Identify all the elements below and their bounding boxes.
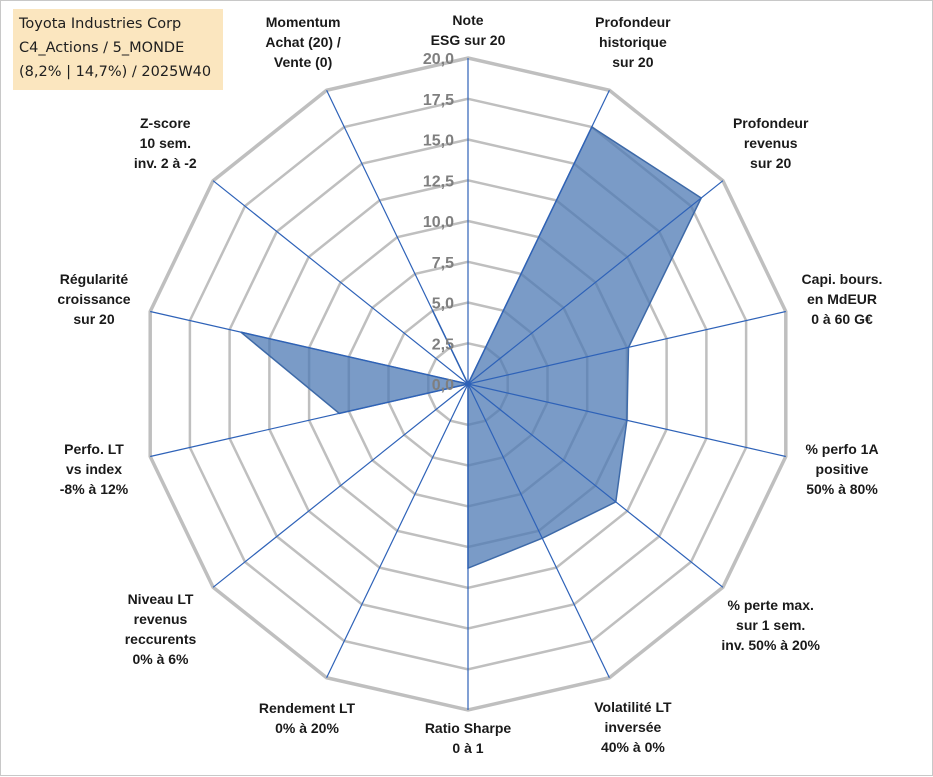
axis-label-line: Ratio Sharpe — [424, 720, 512, 736]
axis-label: Z-score 10 sem. inv. 2 à -2 — [134, 113, 197, 173]
axis-label-line: Achat (20) / — [265, 33, 341, 50]
axis-label-line: Profondeur — [732, 114, 809, 131]
axis-spoke — [326, 383, 469, 678]
axis-spoke — [326, 90, 469, 385]
axis-spoke — [467, 90, 610, 385]
axis-label: Régularité croissance sur 20 — [57, 269, 130, 329]
axis-label-line: en MdEUR — [807, 290, 877, 307]
company-name: Toyota Industries Corp — [19, 16, 182, 32]
axis-label-line: Rendement LT — [258, 700, 356, 717]
axis-label: Ratio Sharpe 0 à 1 — [425, 718, 511, 758]
axis-label: % perfo 1A positive 50% à 80% — [805, 439, 878, 499]
axis-label-line: Note — [452, 12, 484, 28]
tick-label: 15,0 — [423, 133, 454, 150]
axis-label-line: Profondeur — [595, 13, 671, 30]
axis-label: Rendement LT 0% à 20% — [259, 698, 355, 738]
axis-spoke — [150, 383, 469, 458]
axis-label-line: Régularité — [59, 270, 129, 287]
axis-label-line: revenus — [133, 611, 188, 628]
axis-label: Momentum Achat (20) / Vente (0) — [265, 12, 340, 72]
axis-label: Perfo. LT vs index -8% à 12% — [60, 439, 128, 499]
axis-label: Note ESG sur 20 — [431, 10, 506, 50]
axis-label-line: ESG sur 20 — [430, 32, 506, 48]
radar-spokes — [150, 58, 786, 710]
axis-label-line: croissance — [57, 290, 131, 307]
axis-label-line: inv. 2 à -2 — [133, 154, 197, 171]
axis-label-line: Capi. bours. — [801, 270, 883, 287]
tick-label: 5,0 — [432, 296, 454, 313]
tick-label: 17,5 — [423, 92, 454, 109]
axis-label-line: 0% à 6% — [132, 651, 189, 668]
axis-label-line: inv. 50% à 20% — [721, 637, 820, 654]
axis-label: Volatilité LT inversée 40% à 0% — [594, 697, 671, 757]
axis-spoke — [467, 383, 610, 678]
axis-label-line: -8% à 12% — [59, 481, 129, 498]
axis-label-line: 0 à 60 G€ — [811, 310, 873, 327]
axis-label: % perte max. sur 1 sem. inv. 50% à 20% — [721, 595, 820, 655]
axis-label-line: Z-score — [140, 114, 191, 131]
axis-label-line: Vente (0) — [273, 53, 333, 70]
axis-label: Profondeur revenus sur 20 — [733, 113, 808, 173]
axis-label-line: reccurents — [124, 631, 197, 648]
axis-spoke — [467, 383, 724, 588]
info-box: Toyota Industries Corp C4_Actions / 5_MO… — [13, 9, 223, 90]
portfolio-name: C4_Actions / 5_MONDE — [19, 40, 185, 56]
axis-label-line: 40% à 0% — [600, 738, 665, 755]
axis-label-line: 10 sem. — [139, 134, 191, 151]
axis-spoke — [467, 180, 724, 385]
axis-label-line: vs index — [65, 461, 123, 478]
axis-label-line: revenus — [743, 134, 798, 151]
axis-label-line: 50% à 80% — [806, 481, 878, 498]
axis-label-line: Momentum — [265, 13, 341, 30]
axis-label-line: sur 20 — [612, 53, 654, 70]
axis-label-line: positive — [815, 461, 869, 478]
axis-label-line: Perfo. LT — [64, 441, 124, 458]
axis-label-line: sur 1 sem. — [736, 617, 806, 634]
axis-label-line: sur 20 — [73, 310, 115, 327]
axis-label: Capi. bours. en MdEUR 0 à 60 G€ — [802, 269, 883, 329]
radial-ticks: 0,0 2,5 5,0 7,5 10,0 12,5 15,0 17,5 20,0 — [423, 51, 454, 394]
tick-label: 12,5 — [423, 173, 454, 190]
axis-label-line: 0 à 1 — [452, 740, 484, 756]
tick-label: 0,0 — [432, 377, 454, 394]
period-info: (8,2% | 14,7%) / 2025W40 — [19, 64, 212, 80]
axis-label-line: inversée — [604, 718, 662, 735]
axis-label-line: Volatilité LT — [594, 698, 672, 715]
axis-label: Profondeur historique sur 20 — [595, 12, 670, 72]
axis-label-line: Niveau LT — [127, 591, 194, 608]
axis-spoke — [212, 180, 469, 385]
axis-spoke — [212, 383, 469, 588]
axis-label-line: sur 20 — [750, 154, 792, 171]
tick-label: 7,5 — [432, 255, 454, 272]
axis-label-line: historique — [599, 33, 667, 50]
axis-spoke — [467, 310, 786, 385]
axis-label-line: % perte max. — [727, 597, 814, 614]
tick-label: 2,5 — [432, 336, 454, 353]
axis-label-line: 0% à 20% — [275, 720, 339, 737]
axis-spoke — [150, 310, 469, 385]
tick-label: 10,0 — [423, 214, 454, 231]
tick-label: 20,0 — [423, 51, 454, 68]
axis-label-line: % perfo 1A — [805, 441, 879, 458]
axis-label: Niveau LT revenus reccurents 0% à 6% — [125, 589, 197, 669]
axis-spoke — [467, 383, 786, 458]
